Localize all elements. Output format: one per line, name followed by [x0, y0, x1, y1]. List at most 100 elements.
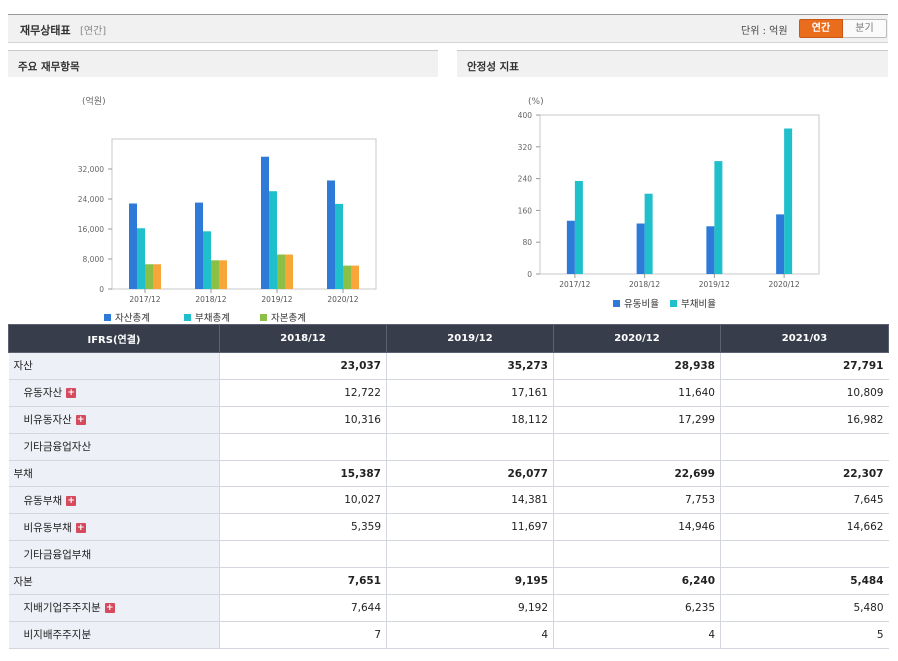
- value-cell: 23,037: [219, 352, 387, 380]
- bar-1: [129, 203, 137, 289]
- value-cell: [386, 540, 554, 569]
- quarter-button[interactable]: 분기: [843, 19, 887, 38]
- x-tick-label: 2020/12: [327, 295, 358, 304]
- bar-3: [277, 254, 285, 289]
- value-cell: 10,316: [219, 406, 387, 434]
- legend-label: 부채비율: [681, 299, 716, 310]
- value-cell: 7,645: [720, 486, 889, 515]
- legend-swatch: [613, 300, 620, 307]
- main-items-title: 주요 재무항목: [8, 50, 438, 77]
- x-tick-label: 2020/12: [769, 280, 800, 289]
- bar-2: [784, 128, 793, 274]
- value-cell: 5: [720, 621, 889, 649]
- value-cell: 5,480: [720, 594, 889, 622]
- expand-plus-icon[interactable]: +: [75, 522, 86, 533]
- legend-swatch: [260, 314, 267, 321]
- header-2021q1: 2021/03: [720, 324, 889, 353]
- bar-1: [636, 223, 645, 274]
- value-cell: 6,240: [553, 567, 721, 596]
- bar-4: [351, 265, 359, 289]
- legend-swatch: [670, 300, 677, 307]
- row-label: 비지배주주지분: [23, 629, 92, 642]
- header-2019: 2019/12: [386, 324, 554, 353]
- value-cell: 6,235: [553, 594, 721, 622]
- row-label-cell: 비지배주주지분: [8, 621, 220, 649]
- legend-swatch: [184, 314, 191, 321]
- x-tick-label: 2019/12: [699, 280, 730, 289]
- row-label-cell: 지배기업주주지분 +: [8, 594, 220, 622]
- table-row: 비유동부채 +5,359 11,697 14,946 14,662: [8, 513, 889, 542]
- value-cell: [553, 540, 721, 569]
- value-cell: 7: [219, 621, 387, 649]
- row-label: 유동자산: [23, 387, 63, 400]
- x-tick-label: 2017/12: [559, 280, 590, 289]
- main-items-panel: 주요 재무항목 (억원) 0 8,000 16,000 24,000 32,000 2017…: [8, 50, 438, 322]
- expand-plus-icon[interactable]: +: [104, 603, 115, 614]
- bar-1: [776, 214, 785, 274]
- value-cell: [219, 540, 387, 569]
- y-tick-label: 8,000: [83, 255, 105, 264]
- value-cell: 10,809: [720, 379, 889, 407]
- bar-1: [327, 180, 335, 289]
- bar-3: [343, 265, 351, 289]
- unit-label: (억원): [82, 95, 106, 107]
- row-label: 자본: [13, 575, 33, 588]
- table-row: 기타금융업부채: [8, 540, 889, 569]
- value-cell: 22,699: [553, 460, 721, 488]
- bar-4: [219, 260, 227, 289]
- expand-plus-icon[interactable]: +: [66, 495, 77, 506]
- x-tick-label: 2018/12: [195, 295, 226, 304]
- value-cell: 16,982: [720, 406, 889, 434]
- row-label-cell: 비유동부채 +: [8, 513, 220, 542]
- value-cell: 17,161: [386, 379, 554, 407]
- value-cell: 9,192: [386, 594, 554, 622]
- table-row: 지배기업주주지분 +7,644 9,192 6,235 5,480: [8, 594, 889, 622]
- stability-panel: 안정성 지표 (%) 0 80 160 240 320 400 2017/12 2018/12 2…: [457, 50, 888, 322]
- bar-1: [566, 220, 575, 274]
- bar-1: [706, 226, 715, 274]
- row-label: 지배기업주주지분: [23, 602, 101, 615]
- bar-4: [153, 264, 161, 289]
- value-cell: 35,273: [386, 352, 554, 380]
- stability-chart: (%) 0 80 160 240 320 400 2017/12 2018/12 2019/12 2…: [518, 97, 820, 310]
- row-label: 자산: [13, 360, 33, 373]
- row-label: 기타금융업자산: [23, 441, 92, 454]
- value-cell: 14,946: [553, 513, 721, 542]
- y-tick-label: 80: [522, 238, 532, 247]
- value-cell: 5,484: [720, 567, 889, 596]
- bar-2: [644, 193, 653, 274]
- bar-2: [137, 228, 145, 289]
- unit-label: 단위 : 억원: [741, 26, 788, 37]
- bar-3: [211, 260, 219, 289]
- legend-label: 부채총계: [195, 312, 230, 322]
- row-label-cell: 기타금융업부채: [8, 540, 220, 569]
- row-label-cell: 유동부채 +: [8, 486, 220, 515]
- value-cell: 7,651: [219, 567, 387, 596]
- bar-2: [714, 161, 723, 274]
- value-cell: 9,195: [386, 567, 554, 596]
- bar-2: [203, 231, 211, 289]
- stability-title: 안정성 지표: [457, 50, 888, 77]
- row-label: 부채: [13, 468, 33, 480]
- table-row: 부채 15,387 26,077 22,699 22,307: [8, 460, 889, 488]
- bar-2: [574, 180, 583, 274]
- value-cell: [386, 433, 554, 461]
- expand-plus-icon[interactable]: +: [66, 388, 77, 399]
- y-tick-label: 32,000: [78, 165, 104, 174]
- value-cell: 17,299: [553, 406, 721, 434]
- value-cell: [720, 433, 889, 461]
- annual-button[interactable]: 연간: [799, 19, 843, 38]
- value-cell: 18,112: [386, 406, 554, 434]
- row-label-cell: 부채: [8, 460, 220, 488]
- y-tick-label: 400: [518, 111, 533, 120]
- table-row: 자본 7,651 9,195 6,240 5,484: [8, 567, 889, 596]
- y-tick-label: 0: [527, 270, 532, 279]
- bar-4: [285, 254, 293, 289]
- row-label-cell: 자산: [8, 352, 220, 380]
- table-row: 유동자산 +12,722 17,161 11,640 10,809: [8, 379, 889, 407]
- value-cell: 5,359: [219, 513, 387, 542]
- row-label-cell: 유동자산 +: [8, 379, 220, 407]
- expand-plus-icon[interactable]: +: [75, 415, 86, 426]
- header-2018: 2018/12: [219, 324, 387, 353]
- row-label-cell: 기타금융업자산: [8, 433, 220, 461]
